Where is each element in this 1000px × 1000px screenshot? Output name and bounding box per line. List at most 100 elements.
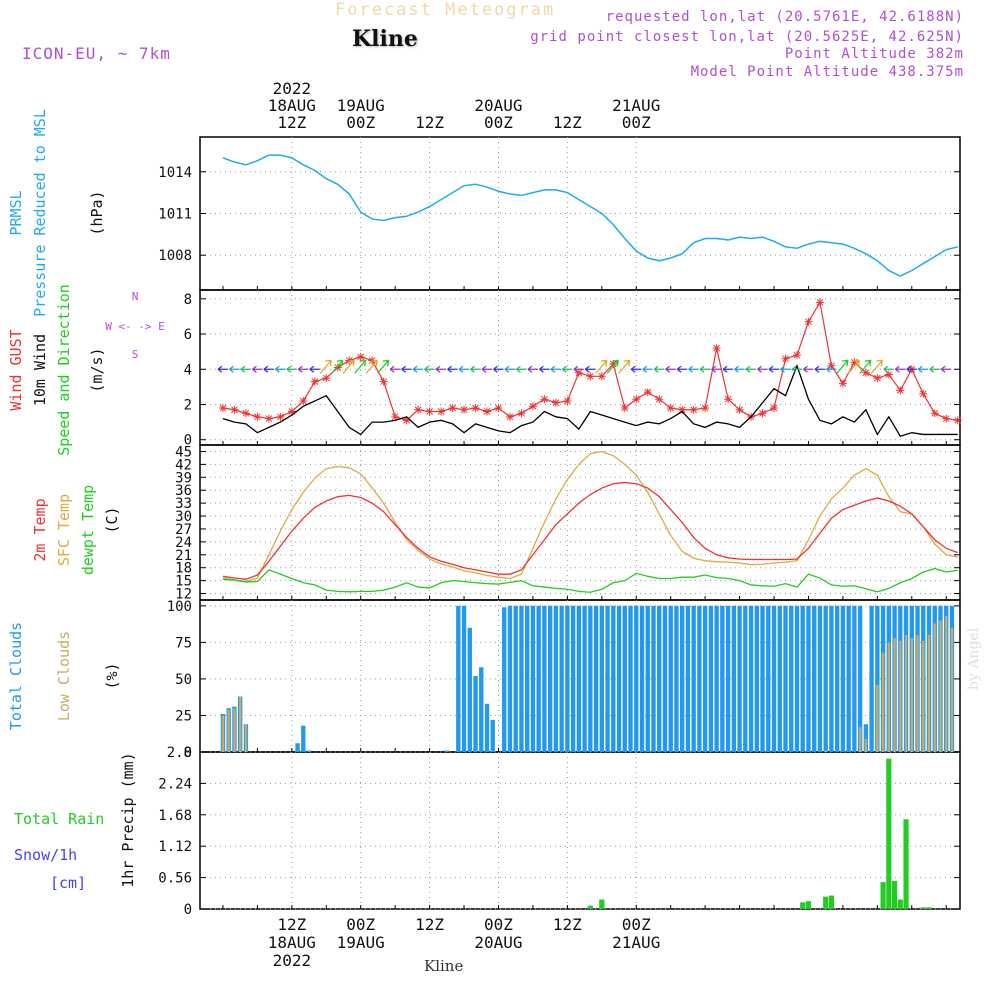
wind-direction-arrow (847, 359, 861, 374)
bottom-time-label: 12Z (415, 915, 444, 934)
y-tick-label: 42 (175, 457, 192, 473)
wind-direction-arrow (711, 365, 722, 373)
bottom-time-label: 12Z (277, 915, 306, 934)
temp-2m-line (222, 481, 958, 580)
gust-marker (425, 407, 434, 416)
bottom-time-label: 00Z (346, 915, 375, 934)
gust-marker (815, 298, 824, 307)
total-cloud-bar (616, 605, 622, 752)
wind-direction-arrow (561, 365, 573, 373)
gust-marker (586, 372, 595, 381)
low-cloud-bar (881, 652, 885, 752)
wind-direction-arrow (595, 359, 608, 374)
gust-marker (253, 412, 262, 421)
wind-direction-arrow (504, 365, 515, 373)
total-clouds-label: Total Clouds (7, 622, 25, 730)
wind-direction-arrow (516, 365, 527, 373)
wind-direction-arrow (424, 365, 435, 373)
low-clouds-label: Low Clouds (55, 631, 73, 721)
wind-direction-arrow (929, 365, 940, 373)
compass-south: S (132, 348, 139, 361)
point-altitude: Point Altitude 382m (784, 46, 964, 62)
gust-marker (356, 352, 365, 361)
wind-direction-arrow (722, 365, 734, 373)
wind-direction-arrow (642, 365, 653, 373)
gust-marker (942, 414, 951, 423)
snow-unit-label: [cm] (50, 874, 86, 892)
total-cloud-bar (691, 605, 696, 752)
total-cloud-bar (547, 605, 553, 752)
total-cloud-bar (599, 605, 604, 752)
top-time-label: 19AUG (337, 96, 385, 115)
total-cloud-bar (708, 605, 714, 752)
rain-bar (903, 819, 909, 909)
total-cloud-bar (444, 750, 450, 752)
total-cloud-bar (456, 605, 461, 752)
gust-marker (609, 359, 618, 368)
wind-direction-arrow (527, 365, 538, 373)
low-cloud-bar (910, 638, 913, 752)
total-cloud-bar (542, 605, 547, 752)
temp-2m-label: 2m Temp (31, 498, 49, 561)
bottom-time-label: 00Z (622, 915, 651, 934)
y-tick-label: 18 (175, 561, 192, 577)
low-cloud-bar (916, 635, 919, 752)
total-cloud-bar (771, 605, 777, 752)
total-cloud-bar (852, 605, 857, 752)
total-cloud-bar (657, 605, 662, 752)
total-cloud-bar (737, 605, 742, 752)
wind-direction-arrow (606, 359, 619, 374)
y-tick-label: 1.12 (158, 839, 192, 855)
snow-label: Snow/1h (14, 846, 77, 864)
wind-direction-arrow (263, 365, 274, 373)
low-cloud-bar (858, 727, 862, 752)
gust-marker (632, 395, 641, 404)
gust-marker (643, 388, 652, 397)
wind-direction-arrow (286, 365, 297, 373)
y-tick-label: 0 (184, 433, 192, 449)
wind-direction-arrow (229, 365, 240, 373)
y-tick-label: 27 (175, 522, 192, 538)
gust-marker (689, 405, 698, 414)
y-tick-label: 33 (175, 496, 192, 512)
total-cloud-bar (829, 605, 834, 752)
wind-direction-arrow (573, 365, 584, 373)
bottom-time-label: 20AUG (474, 933, 522, 952)
top-time-label: 18AUG (268, 96, 316, 115)
total-cloud-bar (536, 605, 541, 752)
rain-bar (891, 880, 898, 909)
rain-bar (886, 758, 892, 909)
wind-unit-label: (m/s) (88, 347, 106, 392)
gust-marker (735, 405, 744, 414)
total-cloud-bar (639, 605, 645, 752)
gust-marker (448, 404, 457, 413)
total-cloud-bar (857, 605, 863, 752)
low-cloud-bar (893, 638, 896, 752)
gust-marker (218, 404, 227, 413)
wind-direction-arrow (940, 365, 952, 373)
bottom-time-label: 12Z (553, 915, 582, 934)
gust-marker (930, 409, 939, 418)
gust-marker (310, 377, 319, 386)
total-cloud-bar (725, 605, 731, 752)
gust-marker (861, 368, 870, 377)
total-cloud-bar (593, 605, 599, 752)
panel-frame (199, 444, 961, 601)
total-cloud-bar (720, 605, 725, 752)
total-rain-label: Total Rain (14, 810, 104, 828)
wind-speed-line (222, 363, 958, 437)
total-cloud-bar (570, 605, 576, 752)
gust-marker (792, 351, 801, 360)
wind-direction-arrow (757, 365, 768, 373)
gust-marker (884, 370, 893, 379)
gust-marker (241, 409, 250, 418)
wind-direction-arrow (401, 365, 412, 373)
wind-direction-arrow (240, 365, 251, 373)
wind-direction-arrow (699, 365, 711, 373)
low-cloud-bar (864, 738, 868, 752)
gust-marker (873, 374, 882, 383)
compass-north: N (132, 290, 139, 303)
gust-marker (505, 412, 514, 421)
y-tick-label: 25 (175, 708, 192, 724)
gust-marker (494, 404, 503, 413)
